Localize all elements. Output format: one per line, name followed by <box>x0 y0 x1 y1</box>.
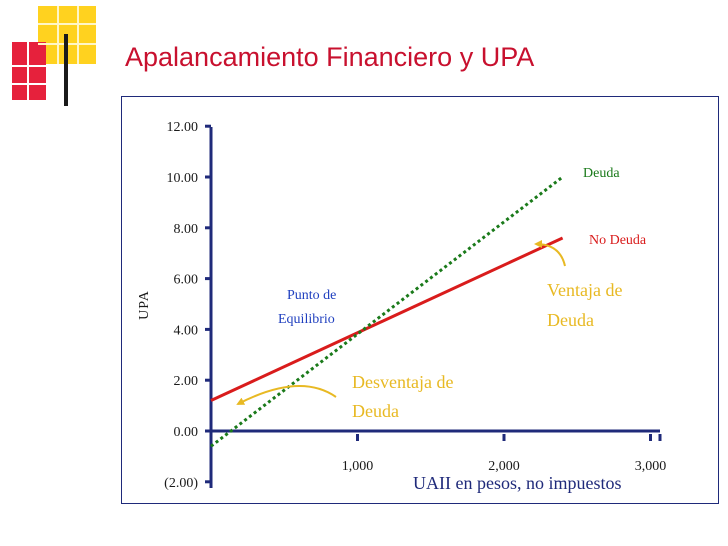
annotation-ventaja-line2: Deuda <box>547 310 594 330</box>
series-label-no-deuda: No Deuda <box>589 233 647 248</box>
y-tick-label: 8.00 <box>174 222 199 237</box>
desventaja-arrow-icon <box>236 385 337 405</box>
y-axis-title: UPA <box>137 290 152 320</box>
annotation-ventaja-line1: Ventaja de <box>547 280 622 300</box>
y-tick-label: 12.00 <box>167 120 199 135</box>
annotation-punto-equilibrio-line1: Punto de <box>287 288 336 303</box>
page-title: Apalancamiento Financiero y UPA <box>125 42 535 72</box>
annotation-desventaja-line2: Deuda <box>352 401 399 421</box>
annotation-desventaja-line1: Desventaja de <box>352 372 453 392</box>
y-tick-label: 4.00 <box>174 323 199 338</box>
x-tick-label: 1,000 <box>342 459 374 474</box>
y-tick-label: 6.00 <box>174 273 199 288</box>
y-tick-label: 10.00 <box>167 171 199 186</box>
ventaja-arrow-icon <box>534 240 566 267</box>
x-tick-label: 2,000 <box>488 459 520 474</box>
slide-frame <box>121 96 719 504</box>
y-tick-label: 0.00 <box>174 425 199 440</box>
x-tick-label: 3,000 <box>635 459 667 474</box>
y-tick-label: 2.00 <box>174 374 199 389</box>
y-tick-label: (2.00) <box>164 476 198 491</box>
x-axis-title: UAII en pesos, no impuestos <box>413 473 621 493</box>
slide-logo-icon <box>12 6 96 106</box>
series-line-no-deuda <box>210 236 564 402</box>
series-label-deuda: Deuda <box>583 166 620 181</box>
annotation-punto-equilibrio-line2: Equilibrio <box>278 312 335 327</box>
series-line-deuda <box>210 175 564 448</box>
